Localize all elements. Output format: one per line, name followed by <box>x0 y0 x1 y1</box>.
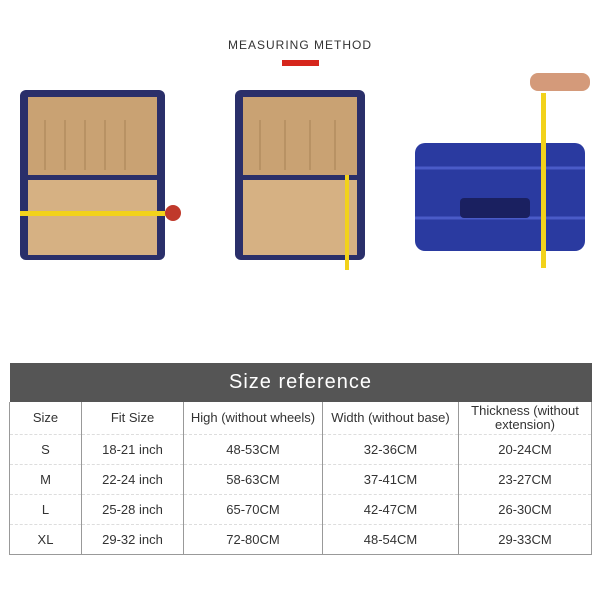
header-thickness: Thickness (without extension) <box>458 402 592 435</box>
cell: 48-54CM <box>322 524 459 555</box>
open-suitcase-depth-measure-icon <box>235 90 365 270</box>
cell: 48-53CM <box>183 434 323 465</box>
cell: 29-32 inch <box>81 524 184 555</box>
cell: 37-41CM <box>322 464 459 495</box>
header-size: Size <box>9 402 82 435</box>
open-suitcase-width-measure-icon <box>20 90 181 260</box>
cell: 26-30CM <box>458 494 592 525</box>
table-row: XL 29-32 inch 72-80CM 48-54CM 29-33CM <box>9 524 592 555</box>
cell: 72-80CM <box>183 524 323 555</box>
table-row: M 22-24 inch 58-63CM 37-41CM 23-27CM <box>9 464 592 495</box>
cell: 65-70CM <box>183 494 323 525</box>
cell: 22-24 inch <box>81 464 184 495</box>
cell: L <box>9 494 82 525</box>
table-title: Size reference <box>9 363 592 402</box>
cell: 25-28 inch <box>81 494 184 525</box>
cell: 32-36CM <box>322 434 459 465</box>
size-reference-table: Size reference Size Fit Size High (witho… <box>9 363 592 555</box>
cell: M <box>9 464 82 495</box>
header-fit-size: Fit Size <box>81 402 184 435</box>
table-row: L 25-28 inch 65-70CM 42-47CM 26-30CM <box>9 494 592 525</box>
cell: 29-33CM <box>458 524 592 555</box>
header-width: Width (without base) <box>322 402 459 435</box>
cell: 18-21 inch <box>81 434 184 465</box>
cell: 20-24CM <box>458 434 592 465</box>
measuring-method-heading: MEASURING METHOD <box>227 38 372 52</box>
header-row: Size Fit Size High (without wheels) Widt… <box>9 402 592 435</box>
header-high: High (without wheels) <box>183 402 323 435</box>
cell: S <box>9 434 82 465</box>
closed-suitcase-height-measure-icon <box>415 73 590 268</box>
cell: 58-63CM <box>183 464 323 495</box>
cell: 23-27CM <box>458 464 592 495</box>
accent-bar <box>282 60 319 66</box>
table-row: S 18-21 inch 48-53CM 32-36CM 20-24CM <box>9 434 592 465</box>
cell: 42-47CM <box>322 494 459 525</box>
cell: XL <box>9 524 82 555</box>
